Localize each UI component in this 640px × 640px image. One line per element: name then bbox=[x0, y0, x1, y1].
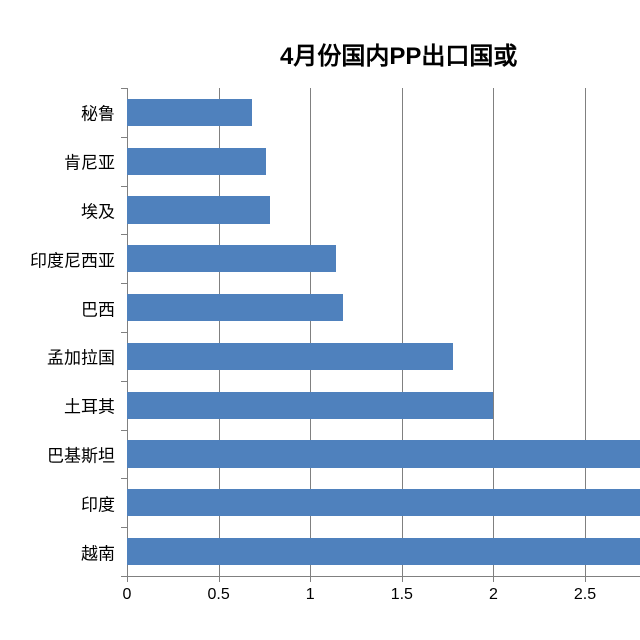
x-tick bbox=[585, 576, 586, 582]
y-tick bbox=[121, 186, 127, 187]
x-tick bbox=[219, 576, 220, 582]
y-tick bbox=[121, 478, 127, 479]
plot-area bbox=[127, 88, 640, 576]
x-axis-label: 2 bbox=[489, 586, 498, 604]
x-axis-label: 2.5 bbox=[574, 586, 596, 604]
y-axis-label: 印度尼西亚 bbox=[0, 246, 115, 271]
x-tick bbox=[127, 576, 128, 582]
y-axis-label: 巴西 bbox=[0, 295, 115, 320]
bar bbox=[127, 148, 266, 175]
y-axis-label: 越南 bbox=[0, 539, 115, 564]
bar bbox=[127, 245, 336, 272]
y-tick bbox=[121, 527, 127, 528]
bar bbox=[127, 196, 270, 223]
x-axis-label: 1.5 bbox=[391, 586, 413, 604]
y-tick bbox=[121, 283, 127, 284]
x-tick bbox=[310, 576, 311, 582]
y-axis-label: 秘鲁 bbox=[0, 100, 115, 125]
y-tick bbox=[121, 332, 127, 333]
x-axis-label: 1 bbox=[306, 586, 315, 604]
y-axis-label: 巴基斯坦 bbox=[0, 442, 115, 467]
bar bbox=[127, 343, 453, 370]
y-axis-label: 印度 bbox=[0, 490, 115, 515]
x-tick bbox=[402, 576, 403, 582]
y-tick bbox=[121, 137, 127, 138]
bar bbox=[127, 294, 343, 321]
y-axis-label: 土耳其 bbox=[0, 393, 115, 418]
y-tick bbox=[121, 430, 127, 431]
bar bbox=[127, 440, 640, 467]
x-tick bbox=[493, 576, 494, 582]
y-axis-label: 孟加拉国 bbox=[0, 344, 115, 369]
y-axis-label: 肯尼亚 bbox=[0, 149, 115, 174]
x-axis-line bbox=[127, 576, 640, 577]
y-tick bbox=[121, 234, 127, 235]
chart-title: 4月份国内PP出口国或 bbox=[280, 36, 517, 71]
chart-container: 4月份国内PP出口国或 越南 印度 巴基斯坦 土耳其 孟加拉国 巴西 印度尼西亚 埃及 肯尼亚 秘… bbox=[0, 0, 640, 640]
y-tick bbox=[121, 576, 127, 577]
y-axis-label: 埃及 bbox=[0, 198, 115, 223]
bar bbox=[127, 489, 640, 516]
bar bbox=[127, 392, 493, 419]
y-tick bbox=[121, 381, 127, 382]
bar bbox=[127, 538, 640, 565]
x-axis-label: 0.5 bbox=[207, 586, 229, 604]
x-axis-label: 0 bbox=[123, 586, 132, 604]
y-tick bbox=[121, 88, 127, 89]
bar bbox=[127, 99, 252, 126]
